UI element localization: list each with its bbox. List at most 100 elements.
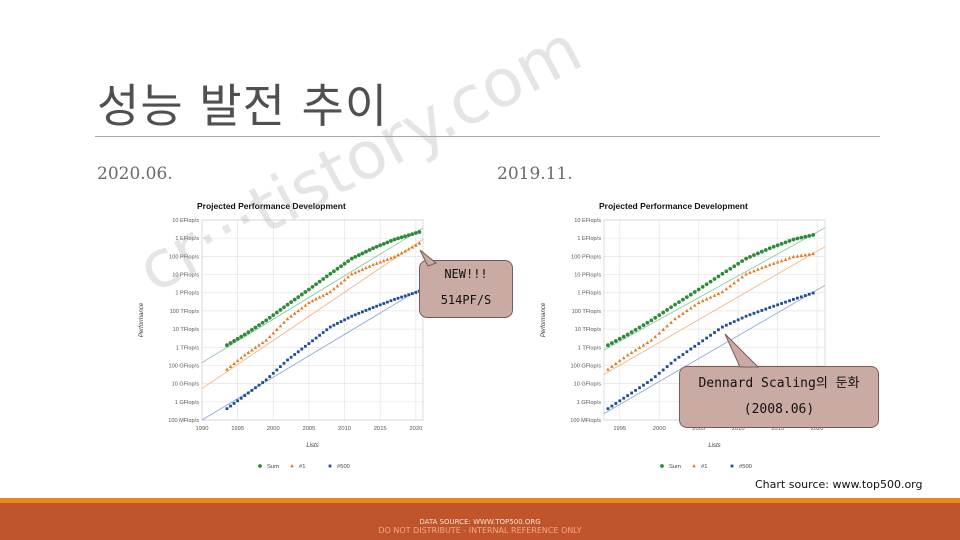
chart1-point-n500 bbox=[728, 322, 732, 325]
chart0-point-n1 bbox=[267, 334, 272, 339]
chart1-point-Sum bbox=[696, 287, 701, 292]
chart1-point-Sum bbox=[641, 323, 646, 328]
chart1-point-Sum bbox=[759, 249, 764, 254]
left-chart-date: 2020.06. bbox=[97, 164, 173, 184]
chart1-point-n1 bbox=[736, 278, 740, 282]
chart1-point-n500 bbox=[772, 304, 776, 308]
chart1-x-tick-label: 2000 bbox=[653, 426, 666, 432]
left-chart-svg: Projected Performance Development 100 MFl… bbox=[139, 201, 424, 470]
chart1-point-n500 bbox=[720, 325, 724, 329]
chart0-point-n1 bbox=[339, 281, 343, 285]
chart1-point-n500 bbox=[689, 347, 693, 351]
chart0-y-tick-label: 10 PFlop/s bbox=[172, 273, 199, 279]
chart0-point-n500 bbox=[293, 353, 297, 356]
chart0-point-n1 bbox=[414, 243, 418, 247]
chart1-point-Sum bbox=[728, 266, 733, 271]
chart0-point-n500 bbox=[311, 339, 314, 343]
chart0-point-Sum bbox=[381, 241, 386, 246]
chart0-point-Sum bbox=[271, 313, 276, 318]
chart0-point-n500 bbox=[350, 314, 354, 318]
chart0-x-tick-label: 2005 bbox=[302, 426, 315, 432]
chart0-point-n500 bbox=[286, 358, 289, 362]
chart1-point-n500 bbox=[701, 339, 705, 343]
chart0-point-n500 bbox=[239, 396, 243, 400]
chart1-point-n500 bbox=[803, 294, 807, 297]
chart0-point-n500 bbox=[364, 309, 368, 312]
chart0-point-Sum bbox=[346, 259, 351, 264]
chart1-point-Sum bbox=[665, 308, 670, 312]
chart1-point-n500 bbox=[713, 331, 716, 334]
chart0-point-Sum bbox=[246, 330, 251, 335]
chart1-point-n1 bbox=[661, 327, 665, 331]
chart0-point-Sum bbox=[225, 343, 229, 348]
chart1-point-n1 bbox=[689, 306, 693, 310]
chart0-point-n500 bbox=[246, 391, 250, 395]
chart0-point-n1 bbox=[328, 289, 333, 294]
chart0-point-n1 bbox=[292, 311, 297, 315]
chart1-point-n1 bbox=[681, 311, 685, 315]
chart0-point-Sum bbox=[321, 277, 326, 281]
chart1-point-n1 bbox=[677, 314, 681, 318]
chart0-point-Sum bbox=[250, 327, 254, 332]
chart1-point-Sum bbox=[661, 310, 666, 315]
chart0-point-Sum bbox=[314, 282, 318, 287]
chart0-point-Sum bbox=[374, 244, 379, 249]
chart1-point-n500 bbox=[764, 307, 768, 311]
chart1-point-Sum bbox=[736, 261, 741, 266]
chart0-legend-label: #500 bbox=[337, 464, 350, 470]
chart0-x-tick-label: 1990 bbox=[196, 426, 209, 432]
chart0-point-Sum bbox=[396, 236, 400, 241]
chart0-point-n500 bbox=[378, 303, 382, 307]
chart1-point-n500 bbox=[768, 306, 772, 309]
chart0-point-Sum bbox=[360, 251, 365, 256]
left-chart: Projected Performance Development 100 MFl… bbox=[135, 198, 435, 483]
chart0-point-n1 bbox=[399, 251, 404, 255]
chart1-point-Sum bbox=[779, 241, 784, 246]
chart1-point-n1 bbox=[657, 331, 662, 335]
chart0-point-n500 bbox=[257, 383, 261, 387]
chart0-point-n500 bbox=[343, 318, 346, 322]
chart0-y-tick-label: 1 GFlop/s bbox=[175, 400, 199, 406]
chart1-point-n1 bbox=[744, 272, 748, 276]
chart1-point-Sum bbox=[708, 279, 713, 284]
chart1-point-Sum bbox=[748, 255, 752, 259]
chart0-point-n500 bbox=[236, 399, 240, 403]
chart1-point-Sum bbox=[763, 248, 768, 252]
chart0-point-n500 bbox=[346, 316, 350, 320]
chart1-y-tick-label: 10 GFlop/s bbox=[574, 382, 602, 388]
chart0-point-Sum bbox=[353, 255, 358, 259]
chart0-point-Sum bbox=[296, 295, 301, 300]
chart1-point-Sum bbox=[791, 237, 796, 242]
chart0-x-tick-label: 1995 bbox=[231, 426, 244, 432]
chart0-point-Sum bbox=[367, 248, 372, 252]
chart0-point-Sum bbox=[310, 285, 315, 289]
chart1-point-n1 bbox=[649, 338, 654, 342]
chart0-trend-line-n500 bbox=[201, 286, 424, 421]
chart1-point-Sum bbox=[673, 302, 677, 307]
chart0-point-Sum bbox=[278, 308, 283, 312]
chart1-point-n500 bbox=[799, 295, 803, 299]
chart1-y-tick-label: 10 PFlop/s bbox=[574, 273, 601, 279]
chart1-point-n1 bbox=[669, 320, 673, 324]
callout-dennard-line1: Dennard Scaling의 둔화 bbox=[698, 376, 860, 391]
chart0-point-n1 bbox=[232, 361, 236, 366]
chart0-point-n1 bbox=[246, 350, 251, 354]
chart1-point-n1 bbox=[771, 261, 776, 265]
chart0-point-Sum bbox=[239, 334, 244, 339]
chart1-point-n500 bbox=[669, 361, 673, 365]
chart1-point-n1 bbox=[665, 324, 669, 328]
chart0-y-tick-label: 1 TFlop/s bbox=[176, 345, 199, 351]
chart0-point-n500 bbox=[232, 402, 236, 405]
chart0-point-Sum bbox=[389, 239, 393, 243]
chart0-point-n1 bbox=[253, 345, 258, 350]
chart1-point-n500 bbox=[677, 355, 681, 359]
chart0-point-n1 bbox=[242, 353, 247, 357]
chart1-point-n500 bbox=[784, 300, 787, 304]
chart1-point-n1 bbox=[728, 284, 733, 288]
footer-stripe bbox=[0, 498, 960, 503]
chart0-point-n1 bbox=[317, 295, 322, 299]
chart1-point-Sum bbox=[669, 305, 673, 310]
chart1-point-n500 bbox=[634, 388, 637, 392]
chart0-point-n500 bbox=[389, 299, 393, 303]
chart1-point-n1 bbox=[807, 252, 812, 256]
